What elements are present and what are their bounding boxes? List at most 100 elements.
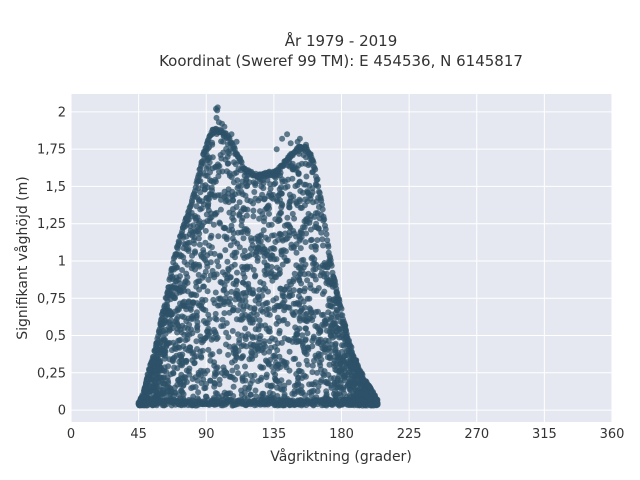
data-point [325,241,331,248]
data-point [196,241,203,248]
data-point [245,280,252,287]
data-point [281,286,288,293]
data-point [260,302,266,308]
data-point [217,253,224,260]
data-point [309,157,316,164]
data-point [317,351,324,358]
data-point [303,173,310,180]
x-tick-label: 360 [600,427,625,442]
data-point [341,320,348,327]
data-point [212,176,219,183]
data-point [201,186,208,193]
data-point [223,341,229,348]
data-point [336,296,343,303]
data-point [230,383,237,390]
data-point [163,295,170,302]
data-point [228,131,235,138]
data-point [265,236,272,243]
data-point [340,386,347,393]
data-point [290,287,297,294]
data-point [230,305,237,311]
data-point [278,184,284,191]
data-point [267,356,274,363]
data-point [232,349,239,356]
data-point [193,314,200,321]
data-point [281,316,288,323]
data-point [290,356,297,362]
data-point [319,291,326,297]
data-point [231,170,238,177]
data-point [350,382,357,389]
data-point [276,216,282,223]
data-point [237,301,244,308]
data-point [332,342,339,349]
data-point [302,261,309,268]
data-point [217,279,224,285]
data-point [179,362,185,369]
x-tick-label: 90 [198,427,215,442]
data-point [212,380,218,387]
data-point [307,315,314,322]
data-point [348,387,354,394]
data-point [323,231,330,238]
data-point [183,367,190,374]
data-point [277,285,284,292]
data-point [323,391,330,398]
data-point [330,320,337,327]
data-point [278,377,285,384]
data-point [359,371,366,378]
data-point [302,239,309,246]
data-point [250,213,257,220]
data-point [184,274,191,281]
data-point [158,367,165,374]
data-point [166,309,173,316]
data-point [290,311,297,318]
data-point [186,344,193,351]
data-point [222,156,229,163]
data-point [174,365,181,372]
data-point [337,354,343,360]
y-tick-label: 0 [58,404,66,419]
data-point [272,180,279,187]
x-tick-label: 225 [397,427,422,442]
data-point [240,205,247,211]
data-point [194,319,201,326]
data-point [306,295,313,302]
data-point [225,351,232,358]
data-point [189,229,196,236]
data-point [229,188,236,195]
data-point [304,277,311,284]
data-point [194,223,201,230]
data-point [309,362,316,369]
data-point [255,322,262,329]
data-point [307,237,314,244]
data-point [188,302,195,309]
data-point [222,295,229,302]
data-point [282,178,288,185]
data-point [217,206,224,213]
data-point [195,261,202,268]
data-point [160,387,167,393]
x-tick-label: 180 [329,427,354,442]
data-point [271,307,278,313]
data-point [258,183,265,190]
data-point [166,326,173,333]
data-point [240,270,247,277]
data-point [247,304,254,311]
data-point [178,387,185,394]
data-point [283,364,290,371]
data-point [258,364,265,371]
data-point [169,358,176,365]
data-point [238,183,244,190]
data-point [202,182,209,189]
data-point [374,399,381,406]
data-point [250,179,257,186]
data-point [315,183,322,190]
data-point [296,293,302,300]
data-point [176,280,183,287]
data-point [229,214,236,221]
data-point [180,254,187,261]
x-tick-label: 270 [464,427,489,442]
data-point [286,290,293,297]
data-point [302,196,309,203]
